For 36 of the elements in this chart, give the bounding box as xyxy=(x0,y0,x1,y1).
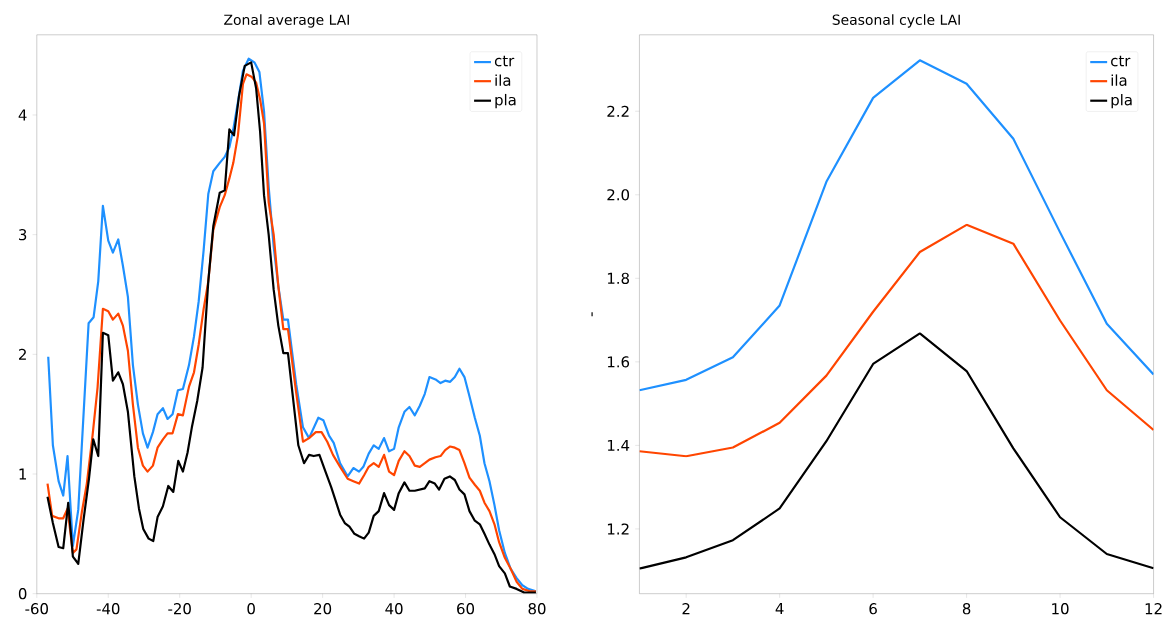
y-tick-label: 2 xyxy=(19,348,26,360)
y-tick-label: 1.4 xyxy=(607,439,630,451)
x-tick-label: 12 xyxy=(1145,602,1162,614)
x-tick-label: 6 xyxy=(869,602,877,615)
y-tick-label: 2.0 xyxy=(607,188,630,201)
y-tick-label: 1.8 xyxy=(607,272,630,284)
x-tick-label: 60 xyxy=(457,602,475,615)
line-series xyxy=(639,223,1154,458)
x-tick-label: -40 xyxy=(96,602,120,615)
x-tick-label: 10 xyxy=(1052,602,1069,615)
legend-label: pla xyxy=(1111,93,1132,109)
legend-label: pla xyxy=(495,93,516,109)
y-tick-label: 2.2 xyxy=(607,105,629,117)
x-tick-label: 4 xyxy=(775,602,784,614)
chart-title: Zonal average LAI xyxy=(224,14,349,28)
x-tick-label: 0 xyxy=(247,602,255,615)
x-tick-label: -20 xyxy=(168,602,191,615)
y-axis-title: - xyxy=(591,312,593,317)
x-tick-label: 80 xyxy=(528,602,546,615)
chart-title: Seasonal cycle LAI xyxy=(832,14,960,28)
y-tick-label: 4 xyxy=(18,109,27,121)
legend-label: ctr xyxy=(1111,55,1131,67)
y-tick-label: 1.6 xyxy=(607,356,630,368)
legend-label: ila xyxy=(1111,74,1127,86)
x-tick-label: -60 xyxy=(25,602,48,615)
legend-label: ctr xyxy=(494,55,515,67)
x-tick-label: 8 xyxy=(962,602,971,615)
y-tick-label: 1 xyxy=(19,468,27,480)
x-tick-label: 20 xyxy=(314,602,332,615)
line-series xyxy=(639,332,1154,570)
y-tick-label: 0 xyxy=(18,587,27,600)
legend-label: ila xyxy=(495,74,511,86)
x-tick-label: 40 xyxy=(385,602,403,615)
y-tick-label: 3 xyxy=(19,228,27,241)
x-tick-label: 2 xyxy=(682,602,690,614)
y-tick-label: 1.2 xyxy=(607,523,629,535)
